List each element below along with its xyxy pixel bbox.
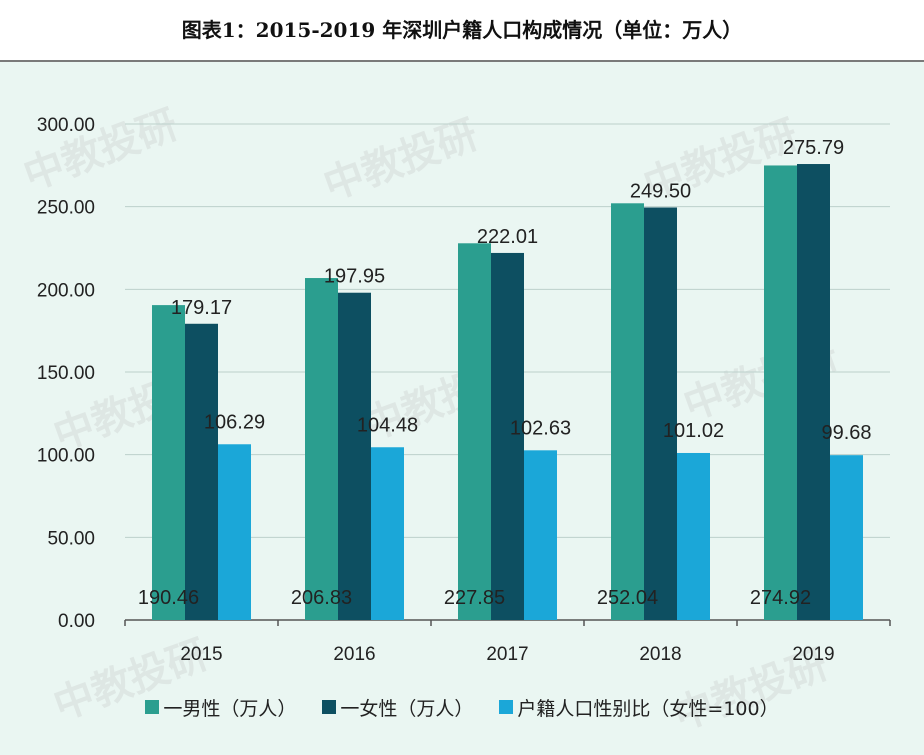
chart-title: 图表1：2015-2019 年深圳户籍人口构成情况（单位：万人） [181,17,743,42]
legend-swatch-ratio [499,700,514,714]
bar-female [338,292,371,620]
data-label-male: 274.92 [750,587,811,609]
bar-male [764,165,797,620]
data-label-ratio: 106.29 [204,411,265,433]
data-label-ratio: 101.02 [663,420,724,442]
x-tick-label: 2019 [792,644,834,665]
data-label-ratio: 104.48 [357,414,418,436]
legend-label-female: 一女性（万人） [340,697,474,720]
x-tick-label: 2015 [180,644,222,665]
y-tick-label: 0.00 [58,611,95,632]
data-label-female: 197.95 [324,266,385,288]
bar-ratio [830,455,863,620]
data-label-female: 222.01 [477,226,538,248]
bar-female [185,323,218,620]
bar-ratio [371,447,404,620]
bar-male [458,243,491,620]
data-label-male: 190.46 [138,587,199,609]
data-label-female: 179.17 [171,297,232,319]
legend-label-ratio: 户籍人口性别比（女性=100） [517,697,779,720]
bar-female [797,164,830,620]
legend-item-female: 一女性（万人） [322,694,473,721]
y-tick-label: 100.00 [37,446,95,467]
x-tick-label: 2016 [333,644,375,665]
y-tick-label: 250.00 [37,198,95,219]
legend-swatch-male [145,700,160,714]
data-label-male: 206.83 [291,587,352,609]
bar-female [644,207,677,620]
bar-male [152,305,185,620]
data-label-male: 252.04 [597,587,658,609]
bar-ratio [677,452,710,620]
data-label-male: 227.85 [444,587,505,609]
bar-female [491,252,524,620]
y-tick-label: 200.00 [37,280,95,301]
watermark-text: 中教投研 [318,111,484,209]
data-label-ratio: 99.68 [821,422,871,444]
bar-ratio [524,450,557,620]
legend-label-male: 一男性（万人） [163,697,297,720]
legend-item-male: 一男性（万人） [145,694,296,721]
bar-male [611,203,644,620]
bar-male [305,278,338,620]
bar-ratio [218,444,251,620]
chart-legend: 一男性（万人） 一女性（万人） 户籍人口性别比（女性=100） [0,690,924,724]
y-tick-label: 150.00 [37,363,95,384]
x-tick-label: 2017 [486,644,528,665]
legend-swatch-female [322,700,337,714]
data-label-female: 275.79 [783,137,844,159]
legend-item-ratio: 户籍人口性别比（女性=100） [499,694,779,721]
y-tick-label: 300.00 [37,115,95,136]
data-label-female: 249.50 [630,180,691,202]
title-divider [0,60,924,62]
y-tick-label: 50.00 [47,528,95,549]
x-tick-label: 2018 [639,644,681,665]
data-label-ratio: 102.63 [510,417,571,439]
